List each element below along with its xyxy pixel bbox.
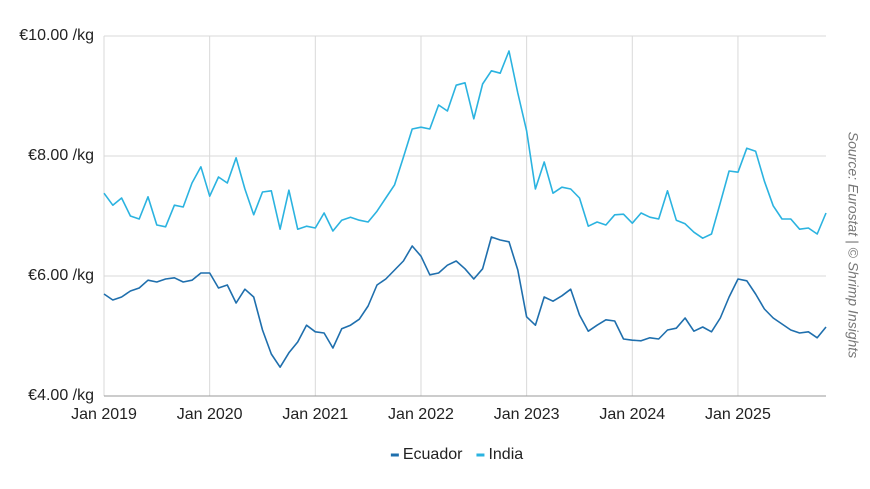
y-tick-label: €8.00 /kg	[28, 147, 94, 164]
legend-label: Ecuador	[403, 446, 463, 463]
source-note: Source: Eurostat | © Shrimp Insights	[845, 132, 861, 358]
series-line	[103, 236, 827, 368]
x-tick-label: Jan 2024	[599, 406, 665, 423]
x-tick-label: Jan 2022	[388, 406, 454, 423]
y-tick-label: €10.00 /kg	[19, 27, 94, 44]
x-tick-label: Jan 2020	[177, 406, 243, 423]
x-tick-label: Jan 2025	[705, 406, 771, 423]
x-tick-label: Jan 2023	[494, 406, 560, 423]
x-tick-label: Jan 2019	[71, 406, 137, 423]
legend: Ecuador India	[390, 446, 523, 463]
series-line	[103, 50, 827, 239]
y-tick-label: €6.00 /kg	[28, 267, 94, 284]
x-tick-label: Jan 2021	[282, 406, 348, 423]
legend-label: India	[488, 446, 523, 463]
y-tick-label: €4.00 /kg	[28, 387, 94, 404]
